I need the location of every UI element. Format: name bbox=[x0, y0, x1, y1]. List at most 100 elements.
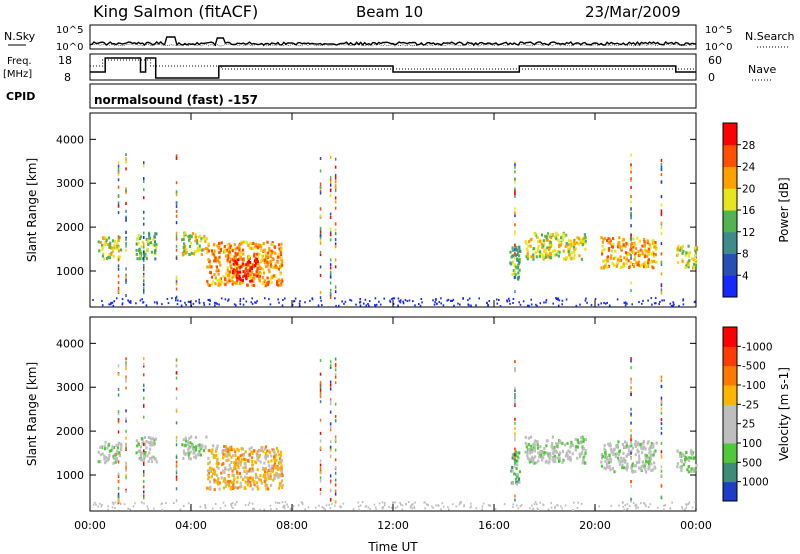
echo-point bbox=[235, 281, 238, 285]
echo-point bbox=[576, 438, 579, 442]
echo-point bbox=[266, 264, 269, 268]
echo-point bbox=[103, 457, 106, 461]
echo-point bbox=[373, 503, 376, 506]
echo-point bbox=[381, 501, 384, 504]
echo-point bbox=[227, 299, 229, 302]
echo-point bbox=[652, 252, 655, 256]
echo-point bbox=[663, 299, 665, 302]
echo-point bbox=[513, 455, 516, 459]
echo-point bbox=[516, 459, 519, 463]
echo-point bbox=[581, 238, 584, 242]
echo-point bbox=[142, 457, 145, 461]
echo-point bbox=[334, 458, 337, 462]
echo-point bbox=[608, 237, 611, 241]
echo-point bbox=[247, 479, 250, 483]
echo-point bbox=[125, 157, 127, 161]
echo-point bbox=[340, 506, 343, 509]
echo-point bbox=[129, 300, 132, 303]
echo-point bbox=[125, 209, 127, 213]
echo-point bbox=[198, 244, 201, 248]
echo-point bbox=[638, 460, 641, 464]
echo-point bbox=[125, 409, 127, 413]
echo-point bbox=[319, 296, 322, 300]
echo-point bbox=[152, 437, 155, 441]
echo-point bbox=[232, 507, 234, 509]
echo-point bbox=[643, 464, 646, 468]
echo-point bbox=[245, 471, 248, 475]
echo-point bbox=[143, 480, 145, 484]
echo-point bbox=[568, 246, 572, 250]
echo-point bbox=[152, 243, 155, 247]
x-tick-label-4: 16:00 bbox=[478, 519, 510, 532]
echo-point bbox=[640, 263, 643, 267]
echo-point bbox=[544, 451, 547, 455]
echo-point bbox=[578, 237, 581, 241]
echo-point bbox=[175, 221, 178, 225]
echo-point bbox=[535, 503, 538, 506]
echo-point bbox=[270, 259, 273, 263]
echo-point bbox=[660, 252, 663, 256]
echo-point bbox=[691, 257, 694, 261]
echo-point bbox=[256, 481, 259, 485]
echo-point bbox=[653, 259, 656, 263]
echo-point bbox=[238, 248, 241, 252]
echo-point bbox=[196, 246, 199, 250]
echo-point bbox=[210, 265, 213, 269]
echo-point bbox=[155, 243, 158, 246]
echo-point bbox=[153, 438, 156, 442]
echo-point bbox=[271, 257, 274, 261]
echo-point bbox=[286, 503, 288, 506]
echo-point bbox=[514, 435, 516, 439]
echo-point bbox=[642, 262, 645, 266]
near-range-scatter bbox=[92, 501, 697, 511]
echo-point bbox=[118, 451, 121, 455]
echo-point bbox=[660, 455, 663, 459]
echo-point bbox=[660, 284, 663, 288]
echo-point bbox=[647, 505, 650, 508]
echo-point bbox=[148, 233, 151, 237]
echo-point bbox=[251, 456, 254, 460]
echo-point bbox=[117, 246, 120, 250]
echo-point bbox=[218, 278, 221, 282]
echo-point bbox=[175, 191, 178, 195]
echo-point bbox=[575, 236, 578, 240]
echo-point bbox=[630, 224, 632, 228]
x-axis-label: Time UT bbox=[367, 540, 418, 554]
echo-point bbox=[530, 448, 533, 452]
echo-point bbox=[526, 250, 529, 254]
echo-point bbox=[334, 222, 337, 226]
echo-point bbox=[645, 459, 648, 463]
echo-point bbox=[654, 297, 657, 300]
echo-point bbox=[334, 186, 337, 190]
echo-point bbox=[514, 269, 516, 273]
echo-point bbox=[222, 486, 225, 490]
echo-point bbox=[375, 303, 378, 306]
echo-point bbox=[570, 442, 573, 446]
echo-point bbox=[241, 262, 244, 266]
echo-point bbox=[183, 242, 186, 246]
echo-point bbox=[204, 237, 207, 241]
echo-point bbox=[251, 276, 254, 280]
echo-point bbox=[329, 474, 332, 478]
echo-point bbox=[143, 364, 145, 368]
echo-point bbox=[321, 506, 324, 509]
echo-point bbox=[660, 167, 663, 171]
echo-point bbox=[216, 302, 218, 305]
echo-point bbox=[225, 483, 228, 487]
echo-point bbox=[153, 507, 155, 510]
echo-point bbox=[213, 242, 216, 246]
echo-point bbox=[414, 304, 416, 307]
echo-point bbox=[543, 447, 546, 451]
echo-point bbox=[515, 481, 518, 484]
echo-point bbox=[269, 477, 272, 481]
station-title: King Salmon (fitACF) bbox=[93, 2, 258, 21]
echo-point bbox=[641, 302, 643, 305]
echo-point bbox=[319, 372, 322, 376]
echo-point bbox=[556, 250, 559, 253]
echo-point bbox=[92, 299, 94, 301]
echo-point bbox=[625, 444, 629, 448]
echo-point bbox=[228, 448, 231, 452]
echo-point bbox=[630, 451, 632, 455]
echo-point bbox=[143, 442, 145, 446]
echo-point bbox=[319, 189, 322, 193]
